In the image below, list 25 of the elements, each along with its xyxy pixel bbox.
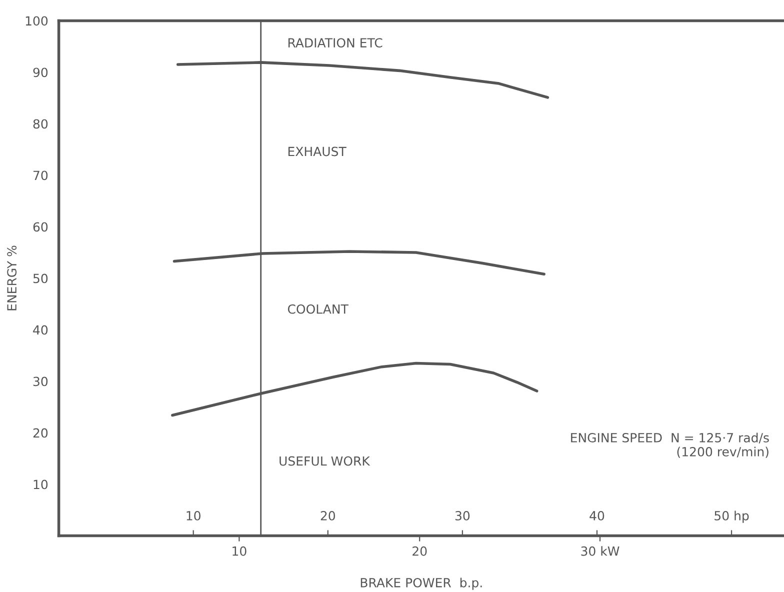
y-tick-label: 100 — [26, 16, 48, 26]
x-tick-label: 30 kW — [581, 546, 620, 556]
y-tick-label: 60 — [33, 222, 48, 232]
y-tick-label: 10 — [34, 480, 48, 490]
y-tick-label: 30 — [33, 376, 48, 386]
y-tick-label: 40 — [33, 325, 48, 335]
annotation: USEFUL WORK — [280, 456, 370, 466]
x2-tick-label: 20 — [320, 510, 336, 520]
annotation: EXHAUST — [288, 146, 346, 156]
x2-tick-label: 30 — [455, 510, 470, 520]
x-tick-label: 10 — [232, 546, 246, 556]
annotation: RADIATION ETC — [288, 38, 382, 48]
annotation: COOLANT — [288, 304, 348, 314]
y-tick-label: 80 — [33, 119, 48, 129]
y-tick-label: 70 — [34, 170, 48, 180]
x2-tick-label: 40 — [590, 510, 604, 520]
x2-tick-label: 10 — [186, 510, 200, 520]
y-tick-label: 90 — [33, 68, 48, 78]
x2-tick-label: 50 hp — [714, 510, 749, 523]
annotation: ENGINE SPEED N = 125·7 rad/s (1200 rev/min) — [571, 432, 769, 458]
y-tick-label: 50 — [33, 274, 48, 284]
y-tick-label: 20 — [33, 428, 48, 438]
y-axis-title: ENERGY % — [7, 246, 17, 310]
x-tick-label: 20 — [412, 546, 427, 556]
x-axis-title: BRAKE POWER b.p. — [360, 578, 482, 590]
